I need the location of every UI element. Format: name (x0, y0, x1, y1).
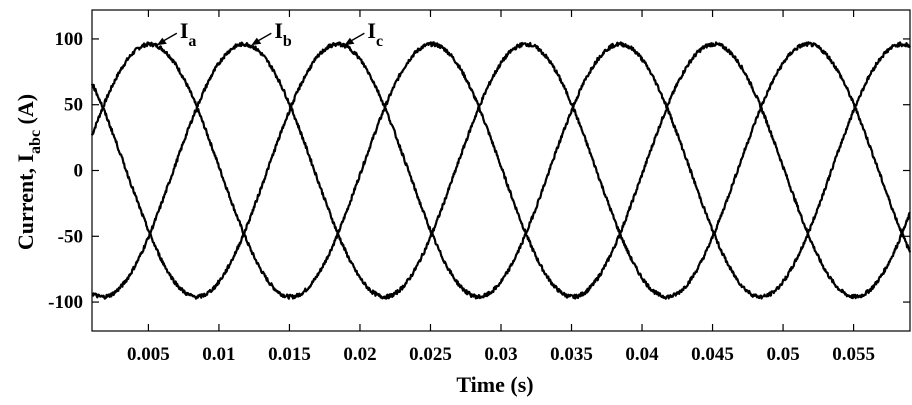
series-line-c (90, 41, 911, 300)
x-tick-label: 0.02 (343, 344, 376, 365)
x-tick-label: 0.01 (202, 344, 235, 365)
series-line-b (91, 41, 912, 300)
y-tick-label: -50 (58, 226, 83, 247)
y-tick-label: 50 (64, 95, 83, 116)
x-tick-label: 0.03 (484, 344, 517, 365)
annotation-arrowhead-b (251, 37, 262, 46)
x-axis-title: Time (s) (456, 372, 533, 397)
annotation-arrowhead-a (156, 37, 167, 46)
annotation-label-a: Ia (180, 18, 197, 50)
x-tick-label: 0.045 (691, 344, 734, 365)
x-tick-label: 0.04 (625, 344, 659, 365)
x-tick-label: 0.035 (550, 344, 593, 365)
y-tick-label: -100 (48, 292, 83, 313)
x-tick-label: 0.005 (127, 344, 170, 365)
x-tick-label: 0.025 (409, 344, 452, 365)
y-axis-title: Current, Iabc (A) (13, 94, 44, 250)
y-axis-title-unit: (A) (13, 94, 38, 130)
annotation-label-b: Ib (274, 18, 292, 50)
annotation-arrowhead-c (344, 37, 355, 46)
annotation-label-c: Ic (367, 18, 383, 50)
annotation-arrow-a (162, 32, 178, 42)
x-tick-label: 0.05 (766, 344, 799, 365)
y-tick-label: 0 (74, 161, 84, 182)
series-line-a (90, 41, 911, 300)
y-axis-title-sub: abc (27, 130, 44, 154)
y-tick-label: 100 (55, 29, 84, 50)
annotation-arrow-b (256, 32, 272, 42)
y-axis-title-main: Current, I (13, 154, 38, 250)
x-tick-label: 0.015 (268, 344, 311, 365)
x-tick-label: 0.055 (832, 344, 875, 365)
annotation-arrow-c (350, 32, 365, 42)
